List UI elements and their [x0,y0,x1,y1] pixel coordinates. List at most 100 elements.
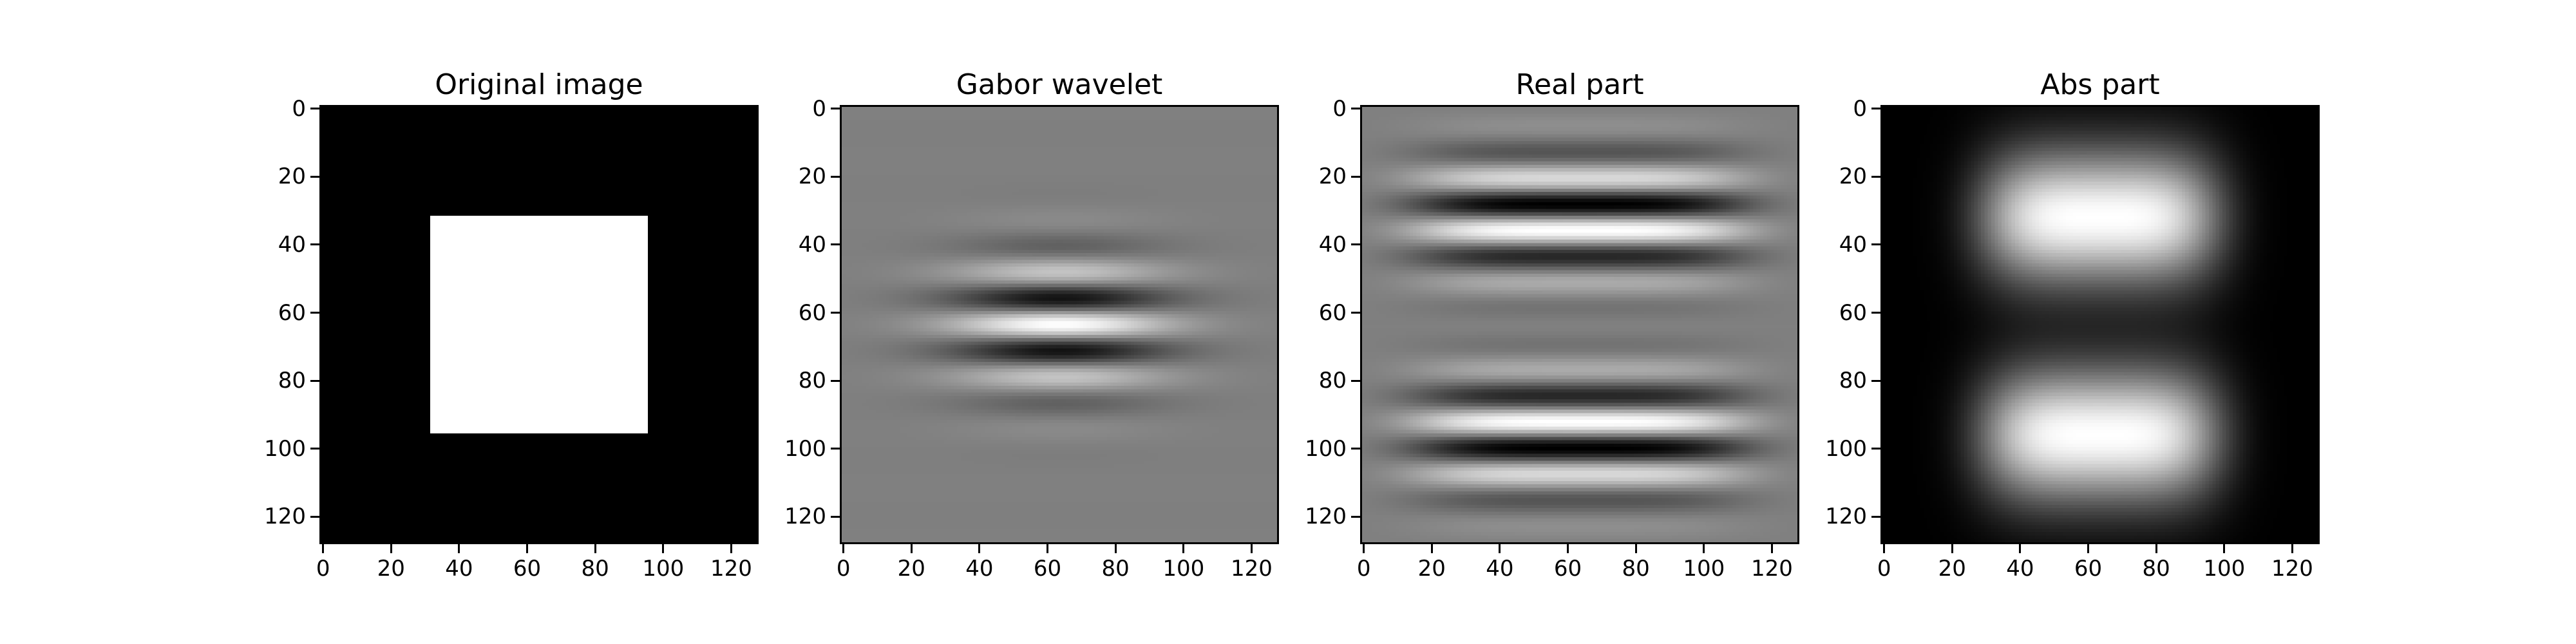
x-tick-label: 40 [445,556,473,582]
x-tick-mark [1951,544,1953,553]
y-tick-mark [1871,312,1880,314]
x-tick-label: 20 [1417,556,1446,582]
y-tick-mark [1871,175,1880,178]
x-tick-label: 0 [1356,556,1371,582]
y-tick-label: 120 [1825,504,1867,530]
y-tick-mark [1351,379,1360,382]
x-tick-mark [1567,544,1569,553]
y-tick-mark [310,175,319,178]
y-tick-label: 40 [1318,231,1347,258]
y-tick-label: 0 [1332,95,1347,122]
x-tick-label: 0 [1877,556,1891,582]
y-tick-mark [831,515,840,518]
x-tick-label: 120 [1230,556,1273,582]
x-tick-mark [978,544,981,553]
y-tick-label: 40 [1839,231,1867,258]
x-tick-mark [842,544,845,553]
x-tick-label: 100 [642,556,685,582]
x-tick-label: 40 [2006,556,2034,582]
y-tick-label: 100 [784,435,826,462]
y-tick-label: 120 [784,504,826,530]
y-tick-label: 60 [278,299,306,326]
x-tick-mark [1363,544,1365,553]
x-tick-label: 80 [1622,556,1650,582]
y-tick-mark [831,243,840,246]
x-tick-label: 20 [1938,556,1966,582]
x-tick-label: 80 [581,556,609,582]
y-tick-label: 100 [1825,435,1867,462]
real-part-heatmap [1362,107,1797,542]
y-tick-mark [1351,448,1360,450]
y-tick-label: 100 [264,435,306,462]
y-tick-label: 80 [1318,368,1347,394]
x-tick-mark [1046,544,1049,553]
y-tick-mark [1351,175,1360,178]
x-tick-mark [730,544,732,553]
axes-frame [319,105,759,544]
y-tick-label: 80 [1839,368,1867,394]
x-tick-label: 80 [1101,556,1130,582]
y-tick-label: 60 [1839,299,1867,326]
x-tick-mark [1883,544,1886,553]
x-tick-mark [1634,544,1637,553]
y-tick-label: 80 [278,368,306,394]
x-tick-mark [322,544,325,553]
x-tick-mark [1430,544,1433,553]
y-tick-mark [1871,243,1880,246]
subplot-title: Gabor wavelet [956,68,1163,101]
x-tick-label: 80 [2142,556,2170,582]
abs-part-heatmap [1882,107,2318,542]
gabor-wavelet-heatmap [842,107,1277,542]
x-tick-label: 40 [1486,556,1514,582]
y-tick-label: 20 [1839,164,1867,190]
x-tick-label: 60 [1033,556,1062,582]
axes-frame [1360,105,1799,544]
y-tick-mark [831,448,840,450]
y-tick-mark [310,379,319,382]
y-tick-mark [1351,515,1360,518]
y-tick-mark [310,108,319,110]
y-tick-mark [1871,379,1880,382]
x-tick-mark [594,544,596,553]
y-tick-label: 60 [1318,299,1347,326]
x-tick-mark [1770,544,1773,553]
x-tick-mark [910,544,913,553]
x-tick-label: 120 [2271,556,2313,582]
y-tick-mark [310,312,319,314]
y-tick-label: 0 [812,95,826,122]
axes-frame [840,105,1279,544]
y-tick-mark [1351,243,1360,246]
x-tick-label: 100 [1162,556,1205,582]
x-tick-mark [2019,544,2022,553]
y-tick-mark [310,448,319,450]
y-tick-mark [1351,108,1360,110]
y-tick-mark [831,175,840,178]
y-tick-mark [831,312,840,314]
y-tick-label: 120 [1305,504,1347,530]
y-tick-mark [831,379,840,382]
y-tick-label: 120 [264,504,306,530]
x-tick-mark [458,544,460,553]
x-tick-mark [390,544,392,553]
y-tick-mark [1871,515,1880,518]
x-tick-mark [662,544,665,553]
subplot-title: Original image [435,68,643,101]
y-tick-label: 0 [292,95,306,122]
y-tick-label: 60 [798,299,826,326]
original-image-heatmap [321,107,757,542]
y-tick-label: 80 [798,368,826,394]
y-tick-label: 0 [1853,95,1867,122]
x-tick-mark [526,544,529,553]
subplot-title: Real part [1515,68,1644,101]
x-tick-mark [1182,544,1185,553]
x-tick-mark [2223,544,2226,553]
x-tick-label: 100 [2203,556,2246,582]
y-tick-mark [1871,448,1880,450]
y-tick-mark [831,108,840,110]
x-tick-label: 20 [897,556,925,582]
x-tick-mark [1250,544,1253,553]
y-tick-label: 20 [798,164,826,190]
x-tick-mark [2087,544,2090,553]
x-tick-mark [1114,544,1117,553]
axes-frame [1880,105,2320,544]
